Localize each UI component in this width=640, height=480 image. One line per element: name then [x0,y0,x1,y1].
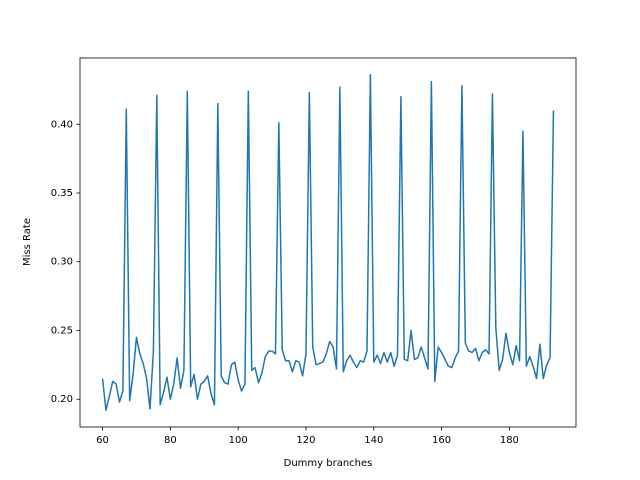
x-tick-label: 140 [364,435,383,446]
y-axis-label: Miss Rate [22,218,33,266]
y-tick-label: 0.30 [51,257,73,268]
plot-frame [79,57,577,428]
y-tick-label: 0.35 [51,188,73,199]
x-tick-label: 120 [296,435,315,446]
x-tick-label: 100 [229,435,248,446]
x-tick-label: 80 [164,435,177,446]
x-tick-label: 180 [500,435,519,446]
x-tick-label: 60 [96,435,109,446]
y-tick-label: 0.40 [51,119,73,130]
x-axis-label: Dummy branches [284,458,373,469]
x-tick-label: 160 [432,435,451,446]
y-tick-label: 0.20 [51,394,73,405]
y-tick-label: 0.25 [51,325,73,336]
data-line [101,74,555,411]
